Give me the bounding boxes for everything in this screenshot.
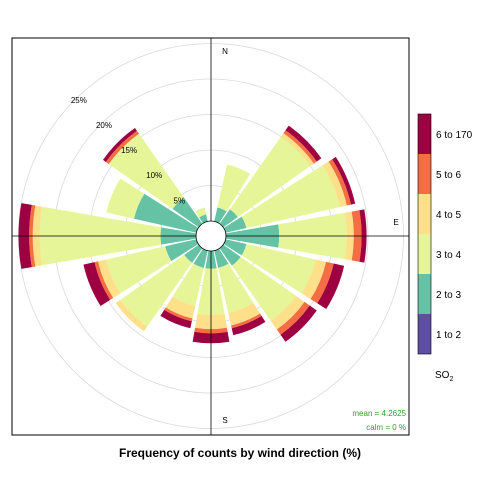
legend-label-5: 5 to 6 [436,170,461,181]
calm-circle [195,220,227,252]
direction-label-S: S [222,416,227,425]
petal-SSE-bin-6 [231,315,266,336]
legend-title: SO2 [435,370,453,383]
petal-WSW-bin-2 [165,239,199,262]
legend-swatch-3 [418,234,431,274]
petal-ENE-bin-2 [223,216,247,233]
petal-SSW-bin-5 [164,307,193,322]
petal-SSE-bin-4 [228,302,261,326]
legend-label-1: 1 to 2 [436,330,461,341]
petal-ESE-bin-3 [241,243,316,294]
legend-swatch-4 [418,194,431,234]
legend-label-4: 4 to 5 [436,210,461,221]
petal-NE-bin-2 [219,209,238,228]
legend-swatch-2 [418,274,431,314]
radial-tick-label-2: 10% [146,171,162,180]
petal-NNE-bin-3 [217,164,251,212]
x-axis-label: Frequency of counts by wind direction (%… [119,446,361,460]
petal-WSW-bin-3 [106,246,172,294]
petal-SE-bin-6 [280,305,317,342]
petal-SSW-bin-4 [165,296,196,319]
petal-SW-bin-2 [184,244,203,263]
legend-swatch-1 [418,314,431,354]
petal-SE-bin-3 [231,256,296,321]
petal-ESE-bin-6 [317,263,345,309]
petal-ENE-bin-6 [332,156,356,205]
petal-ENE-bin-4 [322,161,347,208]
petal-ENE-bin-5 [328,159,352,206]
petal-NE-bin-5 [283,130,317,164]
petal-ESE-bin-2 [223,239,247,256]
petal-SSE-bin-2 [214,248,229,268]
petal-NE-bin-3 [229,136,311,218]
petal-NW-bin-3 [108,133,184,209]
legend-border [417,113,432,355]
petal-ENE-bin-3 [241,165,340,229]
petal-NW-bin-5 [105,130,140,165]
petal-WSW-bin-4 [97,259,121,298]
petal-WNW-bin-2 [134,193,199,233]
stats-mean: mean = 4.2625 [352,409,406,418]
legend-label-6: 6 to 170 [436,130,473,141]
petal-NNW-bin-3 [195,207,207,218]
petal-SE-bin-4 [270,295,305,330]
direction-label-E: E [393,218,398,227]
petal-WNW-bin-3 [106,178,145,219]
petal-SW-bin-3 [120,254,193,327]
petal-NW-bin-6 [102,127,137,162]
direction-label-N: N [222,47,228,56]
petal-SW-bin-4 [115,299,148,332]
petal-SE-bin-2 [219,244,241,266]
petal-ESE-bin-5 [310,261,334,304]
legend-label-2: 2 to 3 [436,290,461,301]
legend-title-main: SO [435,370,450,381]
radial-tick-label-1: 5% [174,196,186,205]
radial-tick-label-3: 15% [121,146,137,155]
petal-SSE-bin-5 [231,313,262,329]
legend: 6 to 170 5 to 6 4 to 5 3 to 4 2 to 3 1 to 2 [417,113,473,355]
radial-tick-label-5: 25% [71,96,87,105]
legend-swatch-6 [418,114,431,154]
petal-WSW-bin-5 [94,261,114,300]
petal-NE-bin-4 [280,133,314,167]
petal-WSW-bin-6 [83,262,111,306]
petal-NE-bin-6 [285,125,322,162]
legend-title-sub: 2 [449,376,453,383]
radial-tick-label-4: 20% [96,121,112,130]
legend-swatch-5 [418,154,431,194]
petal-SSW-bin-3 [172,263,204,307]
stats-calm: calm = 0 % [366,423,406,432]
petal-NW-bin-2 [172,197,203,228]
petal-ESE-bin-4 [301,259,327,300]
petal-NNW-bin-2 [199,214,208,224]
legend-label-3: 3 to 4 [436,250,461,261]
petal-SE-bin-5 [276,301,310,335]
petal-SSE-bin-3 [218,263,254,313]
petal-NNE-bin-2 [214,207,227,224]
panel-border [11,37,410,436]
petal-SSW-bin-2 [193,248,208,268]
petal-SSW-bin-6 [160,309,192,329]
